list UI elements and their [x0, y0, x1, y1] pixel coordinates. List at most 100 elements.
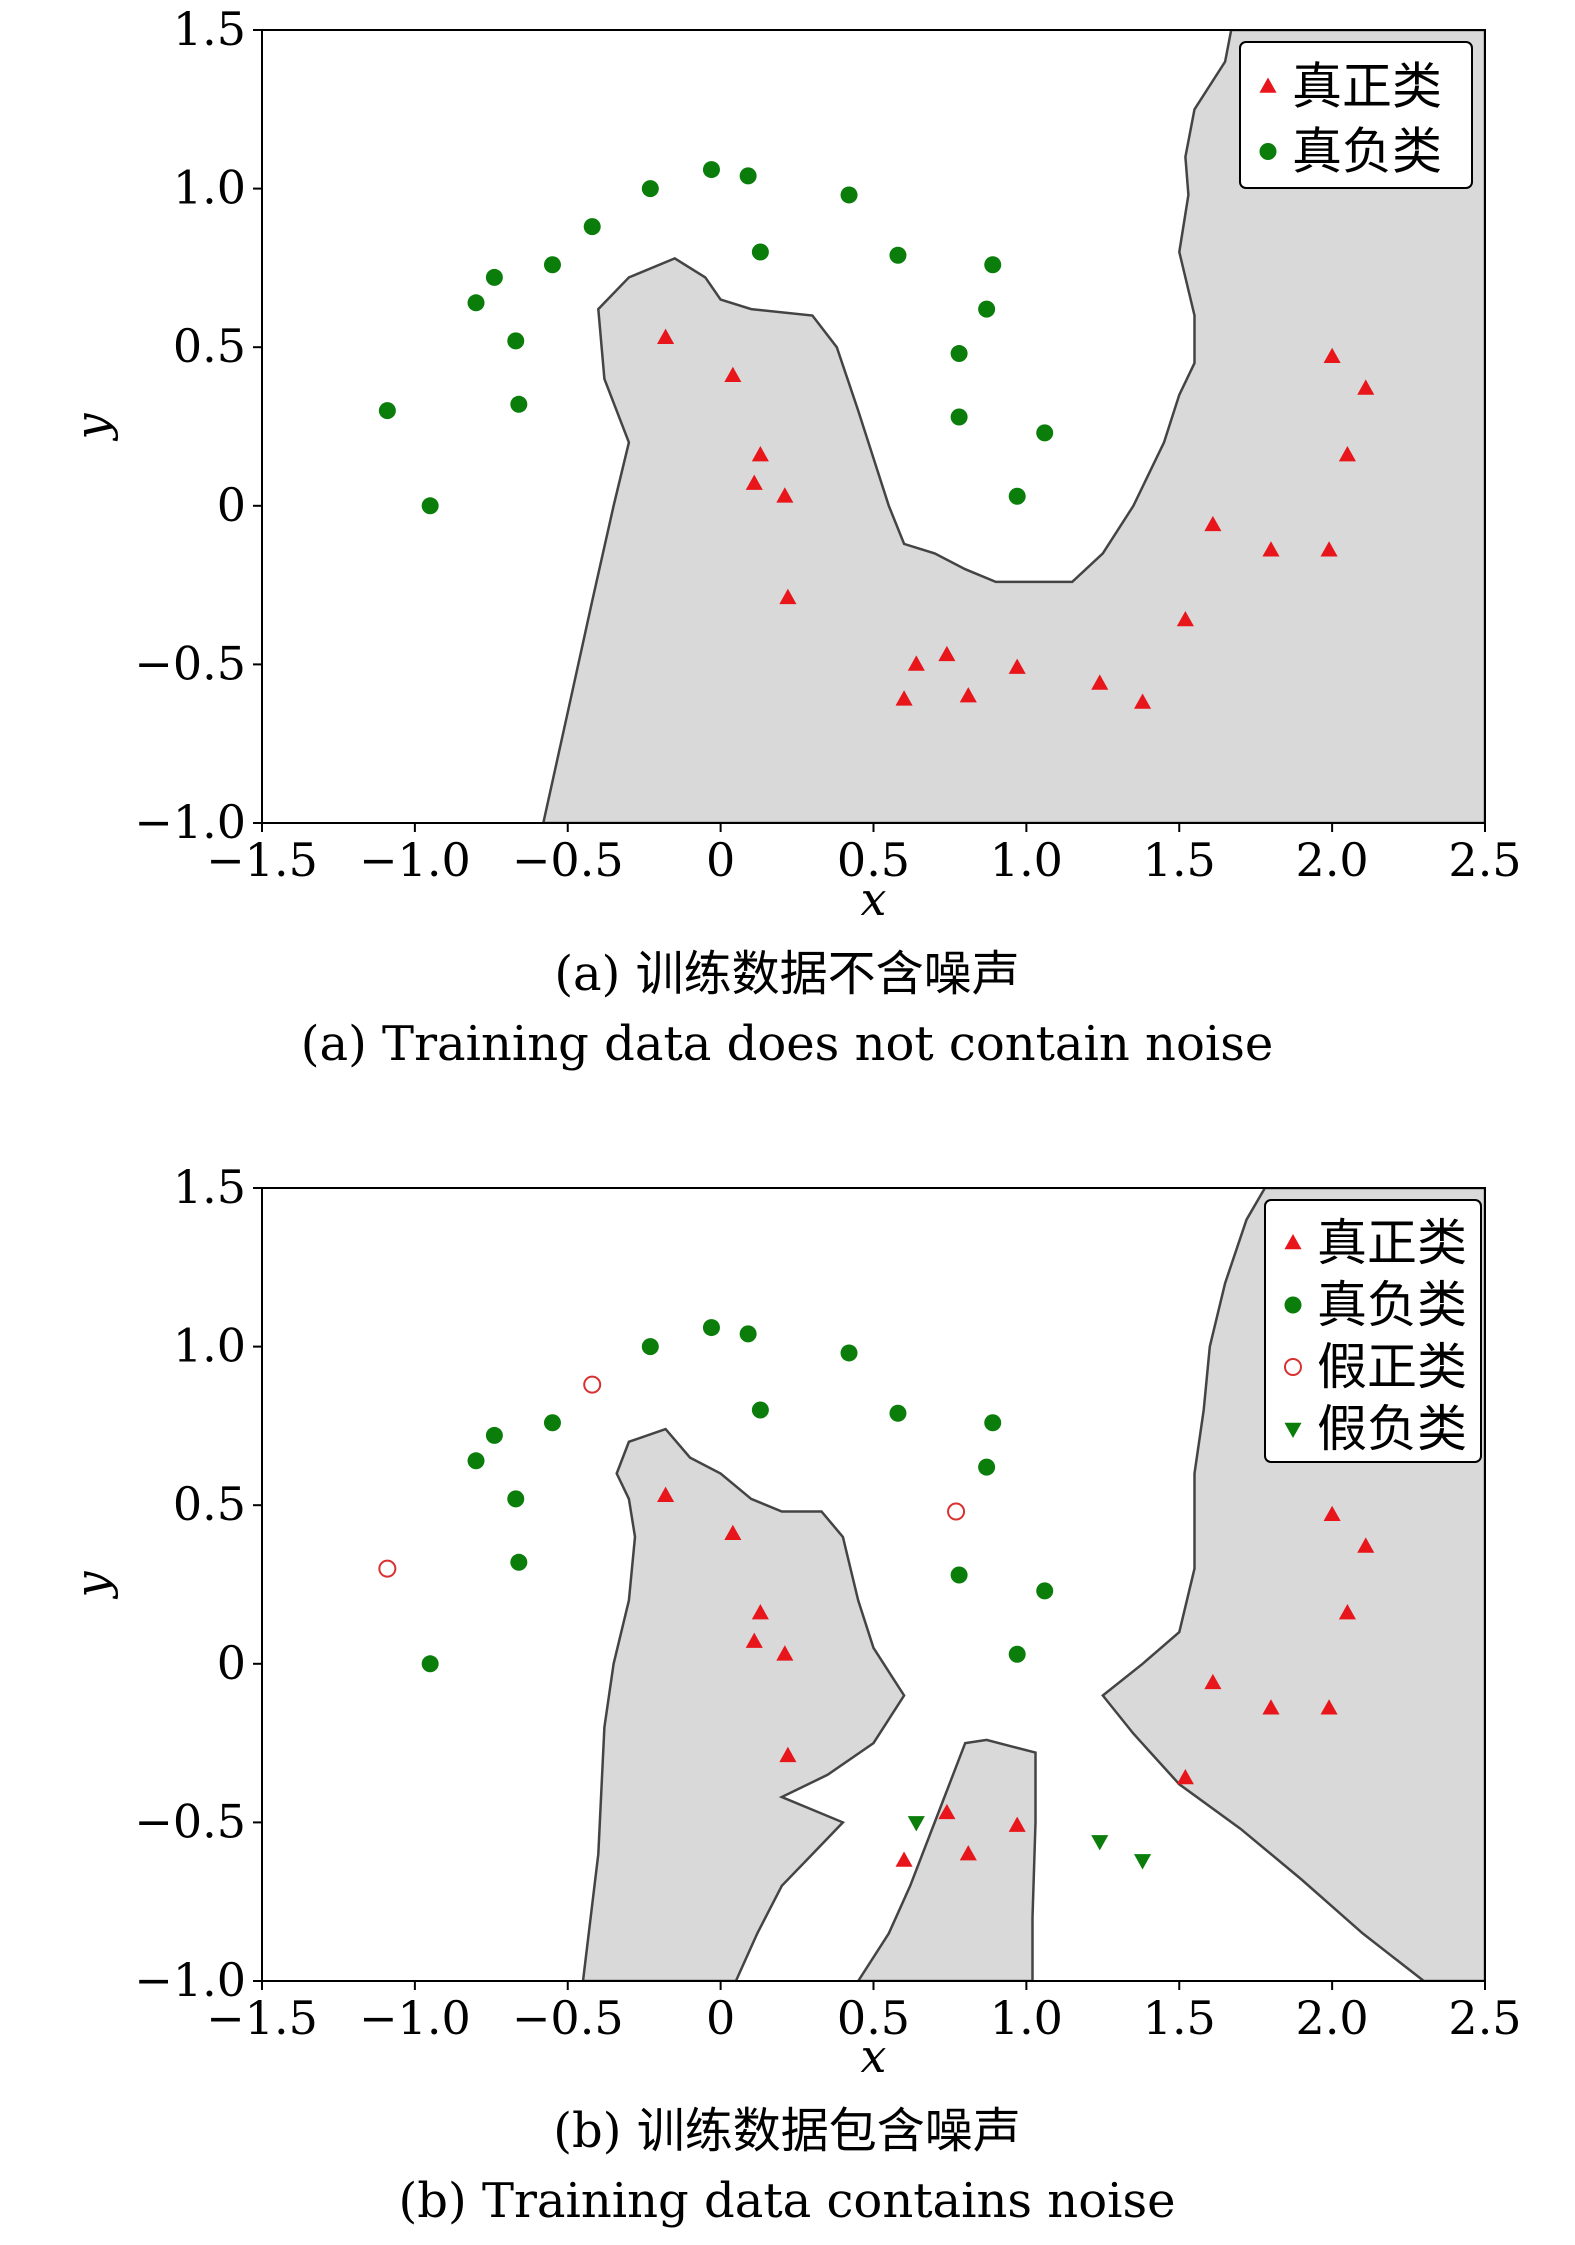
- data-point: [1134, 693, 1152, 709]
- x-tick-label: 1.0: [990, 1991, 1063, 2045]
- data-point: [1357, 1537, 1375, 1553]
- data-point: [510, 395, 528, 413]
- data-point: [485, 1426, 503, 1444]
- data-point: [1008, 658, 1026, 674]
- data-point: [378, 1559, 397, 1578]
- data-point: [840, 1344, 858, 1362]
- data-point: [889, 246, 907, 264]
- legend-box: [1239, 41, 1473, 189]
- data-point: [840, 186, 858, 204]
- data-point: [907, 655, 925, 671]
- legend-label: 真负类: [1317, 1276, 1467, 1334]
- y-tick-label: −1.0: [134, 795, 246, 849]
- decision-region: [542, 30, 1485, 823]
- data-point: [984, 256, 1002, 274]
- y-tick-label: 0.5: [173, 319, 246, 373]
- x-tick-label: 1.5: [1143, 1991, 1216, 2045]
- y-tick-label: −0.5: [134, 636, 246, 690]
- data-point: [959, 1845, 977, 1861]
- y-axis-label: y: [65, 413, 119, 442]
- x-tick-label: −0.5: [512, 833, 624, 887]
- data-point: [724, 1524, 742, 1541]
- legend-label: 真正类: [1317, 1214, 1467, 1272]
- data-point: [739, 1325, 757, 1343]
- x-tick-label: 0: [706, 1991, 735, 2045]
- data-point: [1338, 1604, 1356, 1620]
- data-point: [421, 497, 439, 515]
- data-point: [1176, 1768, 1194, 1785]
- data-point: [950, 345, 968, 363]
- y-axis-label: y: [65, 1571, 119, 1600]
- data-point: [776, 487, 794, 503]
- legend-label: 假负类: [1317, 1400, 1467, 1458]
- data-points: [378, 1319, 1375, 1870]
- data-point: [378, 402, 396, 420]
- y-tick-label: 0.5: [173, 1477, 246, 1531]
- data-point: [510, 1553, 528, 1571]
- data-point: [895, 1851, 913, 1867]
- data-point: [1091, 1835, 1109, 1851]
- y-tick-label: 1.5: [173, 2, 246, 56]
- x-tick-label: −1.0: [359, 1991, 471, 2045]
- legend-label: 假正类: [1317, 1338, 1467, 1396]
- data-point: [543, 1414, 561, 1432]
- x-tick-label: −1.5: [206, 833, 318, 887]
- data-point: [959, 687, 977, 703]
- data-point: [950, 1566, 968, 1584]
- data-point: [1323, 347, 1341, 364]
- legend-marker: [1284, 1296, 1302, 1314]
- data-point: [978, 1458, 996, 1476]
- data-point: [724, 366, 742, 383]
- data-point: [507, 1490, 525, 1508]
- y-tick-label: 0: [217, 1636, 246, 1690]
- data-point: [895, 690, 913, 706]
- data-point: [1134, 1854, 1152, 1870]
- data-point: [745, 474, 763, 490]
- data-point: [641, 1338, 659, 1356]
- data-point: [1262, 541, 1280, 557]
- x-tick-label: −0.5: [512, 1991, 624, 2045]
- data-point: [938, 1803, 956, 1820]
- data-point: [1338, 446, 1356, 462]
- data-point: [889, 1404, 907, 1422]
- x-tick-label: 0: [706, 833, 735, 887]
- data-point: [657, 328, 675, 344]
- data-point: [467, 294, 485, 312]
- legend-marker: [1284, 1358, 1302, 1376]
- x-tick-label: 0.5: [837, 833, 910, 887]
- x-tick-label: 0.5: [837, 1991, 910, 2045]
- x-tick-label: 2.5: [1448, 1991, 1521, 2045]
- caption-en: (a) Training data does not contain noise: [301, 1016, 1274, 1072]
- data-point: [745, 1632, 763, 1648]
- decision-region-polygon: [581, 1427, 906, 1981]
- decision-region-polygon: [856, 1738, 1037, 1981]
- caption-en: (b) Training data contains noise: [399, 2173, 1176, 2229]
- legend-marker: [1284, 1422, 1302, 1438]
- data-point: [1357, 379, 1375, 395]
- data-point: [751, 1401, 769, 1419]
- decision-region-polygon: [542, 30, 1485, 823]
- data-point: [657, 1486, 675, 1502]
- x-tick-label: 2.0: [1296, 1991, 1369, 2045]
- x-tick-label: 1.5: [1143, 833, 1216, 887]
- data-point: [751, 243, 769, 261]
- legend-label: 真正类: [1292, 58, 1442, 116]
- x-axis-label: x: [861, 872, 887, 926]
- data-points: [378, 161, 1375, 709]
- data-point: [702, 161, 720, 179]
- data-point: [779, 588, 797, 605]
- y-tick-label: 1.0: [173, 1319, 246, 1373]
- data-point: [543, 256, 561, 274]
- y-tick-label: 0: [217, 478, 246, 532]
- legend-marker: [1259, 77, 1277, 93]
- panel-a: −1.5 −1.0 −0.5 0 0.5 1.0 1.5 2.0 2.5−1.0−0.500.5…: [65, 2, 1522, 1072]
- data-point: [507, 332, 525, 350]
- data-point: [1176, 610, 1194, 627]
- legend-marker: [1284, 1234, 1302, 1250]
- data-point: [1320, 1699, 1338, 1715]
- data-point: [467, 1452, 485, 1470]
- data-point: [1008, 487, 1026, 505]
